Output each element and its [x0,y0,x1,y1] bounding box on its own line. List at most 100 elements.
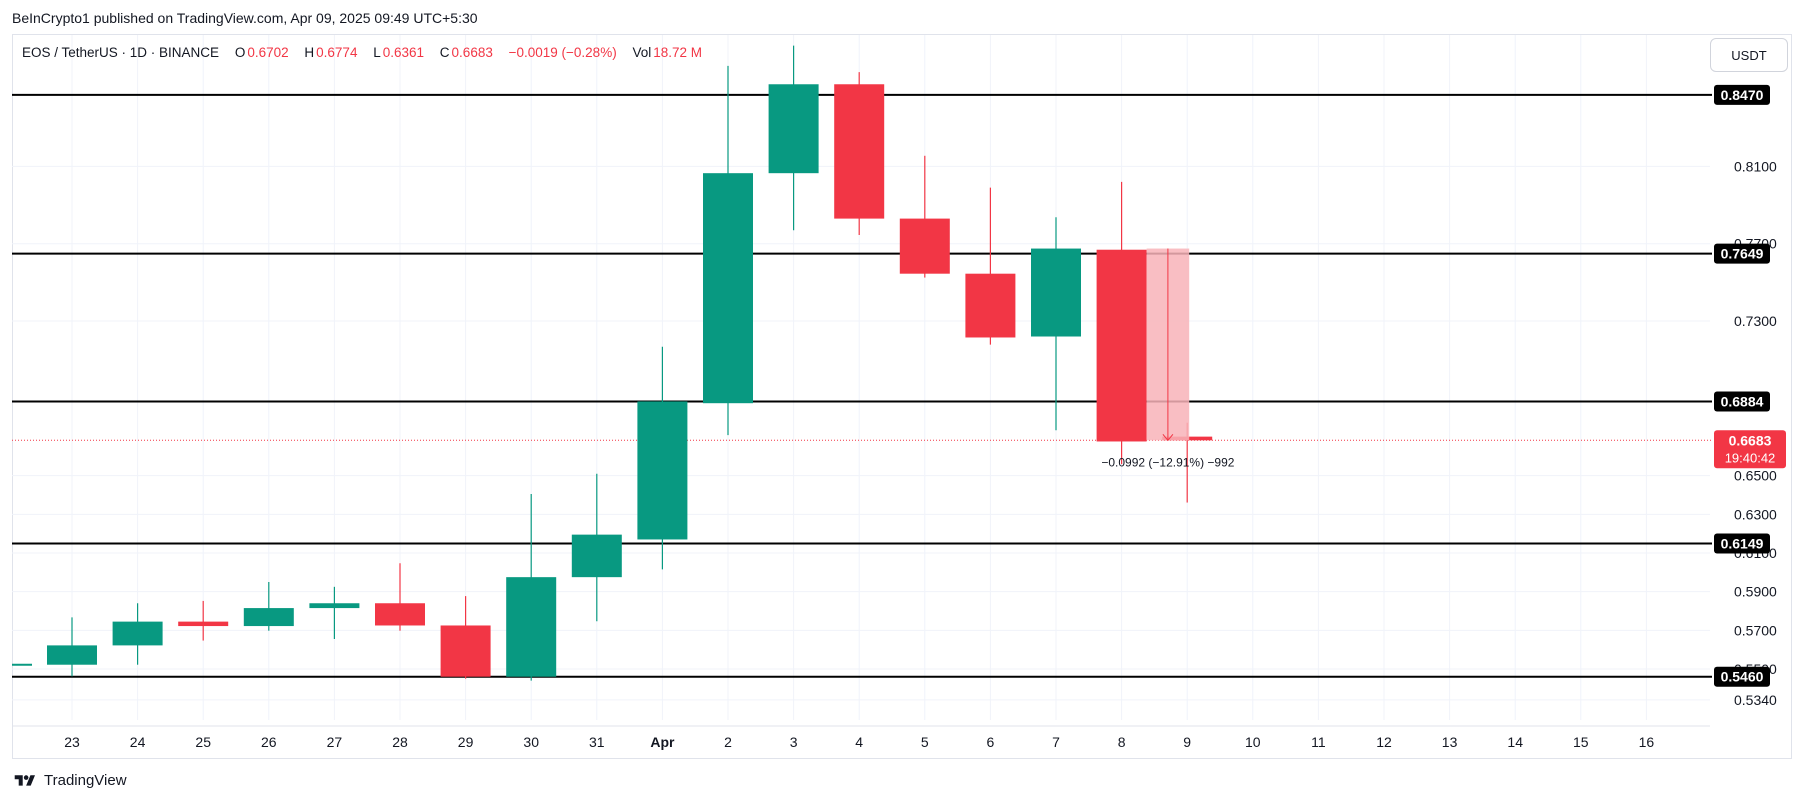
volume-label: Vol [632,45,652,60]
x-tick-label: 3 [790,734,798,750]
candle [1096,181,1147,465]
x-tick-label: 11 [1311,734,1326,750]
x-tick-label: 5 [921,734,929,750]
x-tick-label: 24 [130,734,146,750]
tradingview-logo-icon [14,774,35,786]
candle-body [768,84,819,174]
candle [178,600,229,641]
level-label-box [1714,666,1770,687]
countdown-text: 19:40:42 [1725,450,1776,465]
candle-body [243,608,294,627]
y-tick-label: 0.5340 [1734,692,1777,708]
candle [440,596,491,679]
symbol-name: EOS / TetherUS · 1D · BINANCE [22,45,220,60]
candle-body [1096,249,1147,442]
candle-body [834,84,885,219]
close-label: C [439,45,450,60]
candle-body [1031,248,1081,337]
low-label: L [373,45,381,60]
y-tick-label: 0.8100 [1734,158,1777,174]
current-price-label: 0.6683 19:40:42 [1714,430,1786,469]
price-labels-layer: 0.8470 0.7649 0.6884 0.6149 0.5460 0.6683 19:4… [1714,84,1786,687]
x-tick-label: 2 [724,734,732,750]
open-value: 0.6702 [247,45,289,60]
candle-body [571,534,622,578]
candles-layer [12,45,1213,681]
candle [834,72,885,236]
y-tick-label: 0.5900 [1734,584,1777,600]
candle [965,187,1016,345]
candle-body [899,218,950,274]
measure-arrow-head [1162,433,1174,442]
level-price-label: 0.7649 [1714,243,1770,264]
level-label-text: 0.6884 [1721,393,1764,409]
open-label: O [234,45,246,60]
x-tick-label: 26 [261,734,277,750]
candle [703,65,753,436]
y-tick-label: 0.6500 [1734,468,1777,484]
currency-button[interactable]: USDT [1710,38,1788,72]
candle-body [440,625,491,677]
candle [309,586,360,640]
level-label-box [1714,243,1770,264]
x-tick-label: 7 [1052,734,1060,750]
candle-body [47,645,97,665]
x-tick-label: 13 [1442,734,1458,750]
measure-label: −0.0992 (−12.91%) −992 [1101,455,1234,469]
y-tick-label: 0.7300 [1734,313,1777,329]
x-tick-label: 16 [1639,734,1655,750]
publisher-caption: BeInCrypto1 published on TradingView.com… [12,10,478,26]
level-label-text: 0.6149 [1721,536,1764,552]
candle [899,155,950,278]
candle-body [309,603,360,609]
x-tick-label: 14 [1507,734,1523,750]
level-label-text: 0.8470 [1721,87,1764,103]
x-tick-label: 28 [392,734,408,750]
level-label-box [1714,84,1770,105]
x-tick-label: 4 [855,734,863,750]
x-tick-label: 12 [1376,734,1392,750]
x-tick-label: 30 [523,734,539,750]
close-value: 0.6683 [451,45,493,60]
x-tick-label: 29 [458,734,474,750]
x-tick-label: 9 [1183,734,1191,750]
footer-brand: TradingView [12,772,127,789]
candle [47,617,97,677]
x-tick-label: 31 [589,734,605,750]
candle-body [375,603,425,626]
level-price-label: 0.6884 [1714,391,1770,412]
high-label: H [304,45,315,60]
low-value: 0.6361 [382,45,425,60]
y-tick-label: 0.5700 [1734,622,1777,638]
level-label-text: 0.7649 [1721,246,1764,262]
y-tick-label: 0.6300 [1734,506,1777,522]
high-value: 0.6774 [316,45,358,60]
candle-body [506,577,557,677]
price-range-measure: −0.0992 (−12.91%) −992 [1101,248,1235,469]
candle-body [637,401,688,540]
level-label-box [1714,533,1770,554]
candle-body [703,173,753,404]
support-resistance-levels [12,93,1712,678]
candle [243,581,294,631]
x-tick-label: Apr [650,734,675,750]
candle [637,346,688,570]
level-label-text: 0.5460 [1721,669,1764,685]
level-price-label: 0.6149 [1714,533,1770,554]
candle-body [178,621,229,627]
level-label-box [1714,391,1770,412]
candle [768,45,819,231]
x-tick-label: 8 [1118,734,1126,750]
x-tick-label: 27 [327,734,343,750]
candle [112,603,163,665]
change-value: −0.0019 (−0.28%) [508,45,617,60]
volume-value: 18.72 M [653,45,703,60]
candle-body [965,273,1016,338]
chart-frame [12,34,1792,759]
candle [375,563,425,631]
candle [571,473,622,622]
level-price-label: 0.5460 [1714,666,1770,687]
level-price-label: 0.8470 [1714,84,1770,105]
